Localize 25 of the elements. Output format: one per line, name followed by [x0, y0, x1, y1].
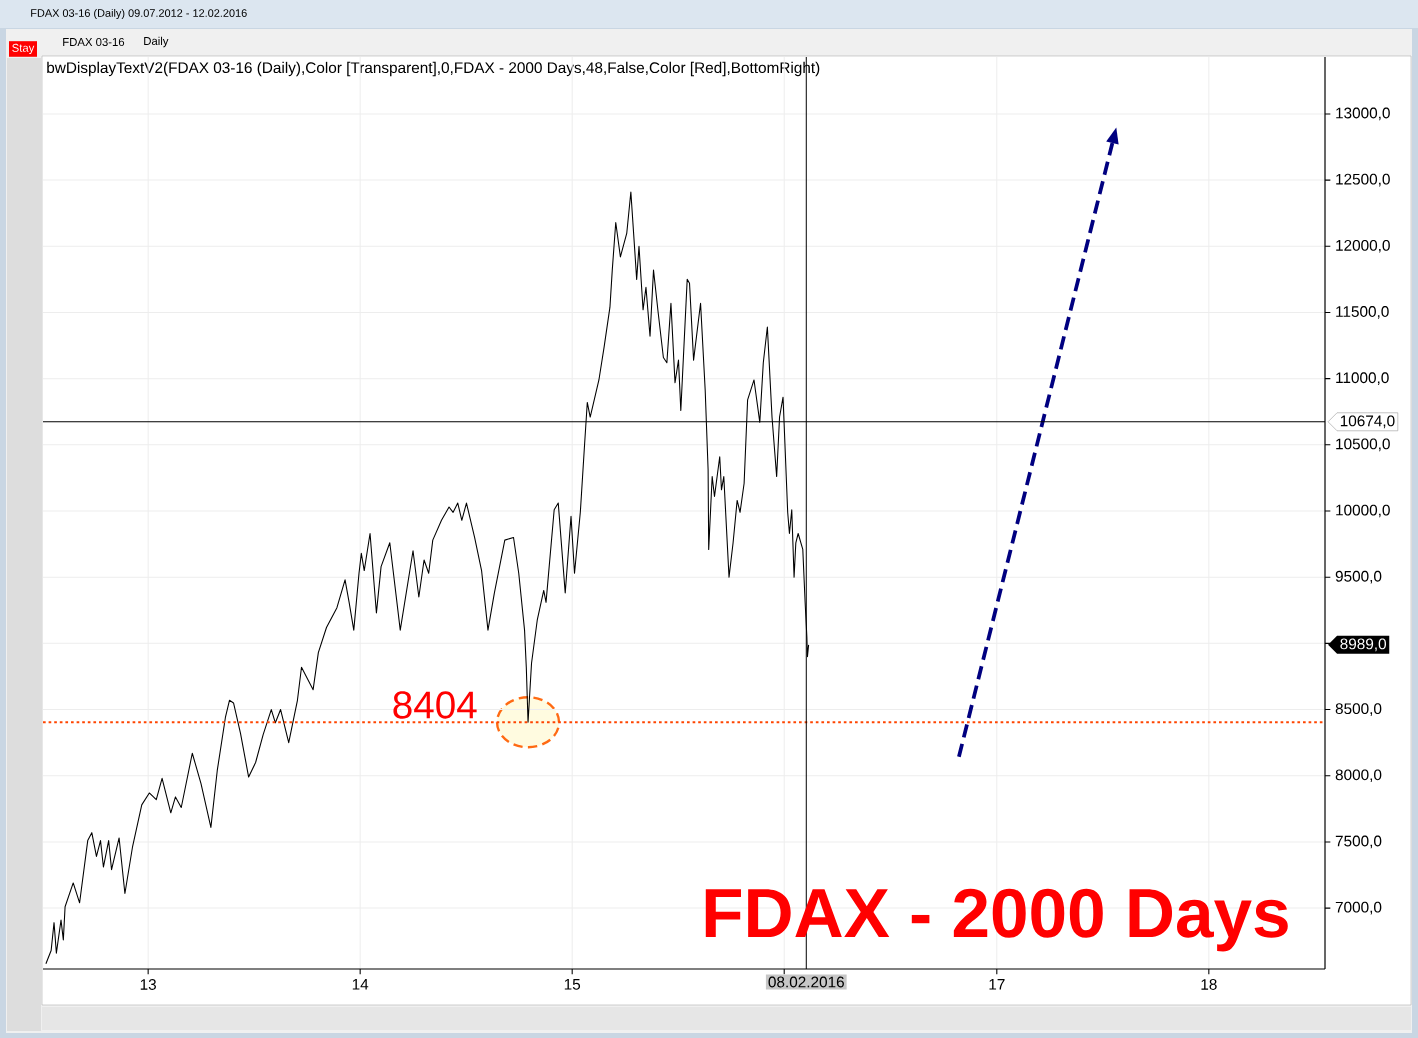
x-tick-label: 15 — [564, 979, 581, 990]
annotation: 8404 — [393, 691, 477, 719]
text: Daily — [144, 36, 169, 48]
x-tick-label: 14 — [352, 979, 369, 990]
ref-line-label: 10674,0 — [1340, 415, 1395, 429]
y-tick-label: 10000,0 — [1336, 504, 1390, 518]
x-tick-label: 18 — [1201, 979, 1217, 990]
y-tick-label: 10500,0 — [1336, 438, 1390, 452]
x-tick-label: 17 — [989, 979, 1005, 990]
y-tick-label: 12000,0 — [1336, 239, 1390, 253]
ref-line-label: 08.02.2016 — [768, 976, 844, 988]
y-tick-label: 8500,0 — [1335, 703, 1382, 716]
y-tick-label: 7000,0 — [1335, 901, 1382, 915]
y-tick-label: 13000,0 — [1336, 107, 1390, 121]
y-tick-label: 11500,0 — [1336, 306, 1389, 319]
x-tick-label: 13 — [140, 979, 156, 990]
y-tick-label: 8000,0 — [1335, 769, 1382, 783]
text: 8989,0 — [1340, 638, 1386, 652]
text: Stay — [12, 43, 35, 55]
chart-title: FDAX 03-16 (Daily) 09.07.2012 - 12.02.2016 — [31, 8, 247, 20]
y-tick-label: 12500,0 — [1336, 173, 1390, 187]
text: FDAX 03-16 — [63, 37, 125, 46]
y-tick-label: 9500,0 — [1335, 570, 1382, 584]
y-tick-label: 7500,0 — [1335, 835, 1382, 849]
y-tick-label: 11000,0 — [1336, 372, 1389, 385]
